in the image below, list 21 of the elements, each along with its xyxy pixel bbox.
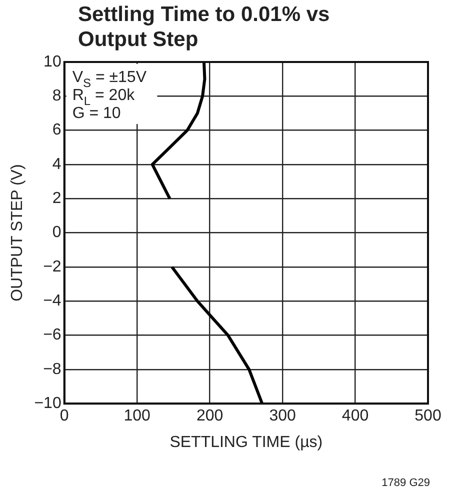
y-tick-label: −4 — [43, 292, 62, 310]
y-tick-label: 8 — [52, 88, 62, 105]
y-tick-label: 10 — [44, 53, 62, 70]
y-tick-label: 0 — [52, 224, 62, 242]
x-axis-title: SETTLING TIME (µs) — [170, 434, 323, 451]
y-tick-label: −8 — [43, 360, 62, 378]
x-tick-label: 500 — [414, 408, 442, 425]
y-tick-label: 4 — [52, 156, 62, 173]
x-tick-label: 300 — [269, 408, 296, 425]
y-axis-title: OUTPUT STEP (V) — [9, 164, 26, 302]
annotation: G = 10 — [72, 105, 121, 122]
y-tick-label: −10 — [34, 395, 62, 412]
x-tick-label: 100 — [124, 408, 151, 425]
x-tick-label: 200 — [196, 408, 224, 425]
x-tick-label: 400 — [342, 408, 369, 425]
y-tick-label: 2 — [52, 190, 62, 208]
chart-title: Settling Time to 0.01% vs Output Step — [78, 2, 331, 52]
y-tick-label: −6 — [43, 326, 62, 344]
text: 1789 G29 — [382, 477, 430, 489]
y-tick-label: 6 — [52, 122, 62, 139]
y-tick-label: −2 — [43, 258, 62, 276]
